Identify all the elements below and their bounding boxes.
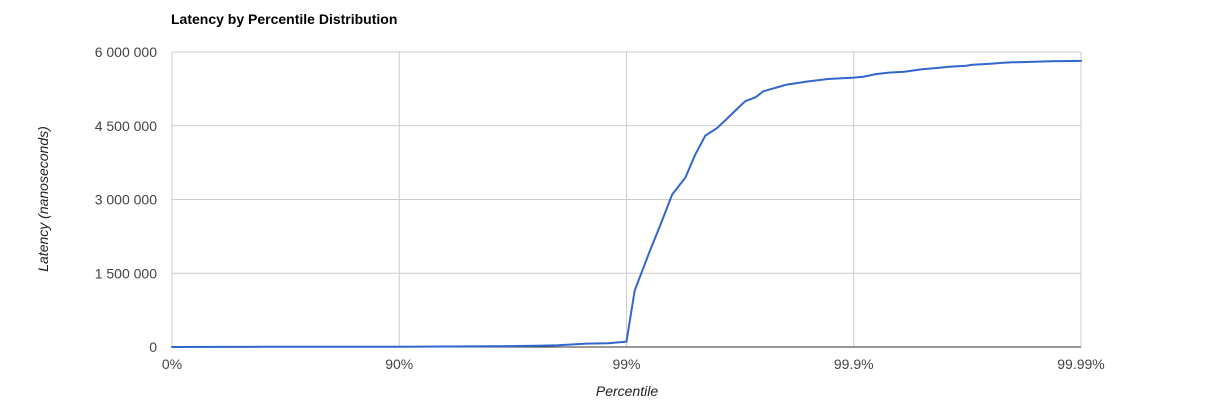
x-tick-label: 99% (612, 356, 640, 372)
y-tick-label: 0 (149, 339, 157, 355)
series-layer (171, 59, 1082, 348)
y-tick-label: 4 500 000 (95, 118, 157, 134)
chart-title: Latency by Percentile Distribution (171, 11, 397, 27)
x-tick-label: 99.9% (834, 356, 874, 372)
y-axis-ticks: 0 1 500 000 3 000 000 4 500 000 6 000 000 (95, 44, 158, 355)
x-axis-ticks: 0% 90% 99% 99.9% 99.99% (162, 356, 1105, 372)
x-tick-label: 90% (385, 356, 413, 372)
latency-series-line (171, 59, 1082, 348)
y-axis-title: Latency (nanoseconds) (35, 126, 51, 272)
x-tick-label: 0% (162, 356, 182, 372)
grid-lines (171, 51, 1082, 348)
x-axis-title: Percentile (596, 383, 658, 399)
y-tick-label: 6 000 000 (95, 44, 157, 60)
y-tick-label: 1 500 000 (95, 265, 157, 281)
y-tick-label: 3 000 000 (95, 192, 157, 208)
x-tick-label: 99.99% (1057, 356, 1104, 372)
